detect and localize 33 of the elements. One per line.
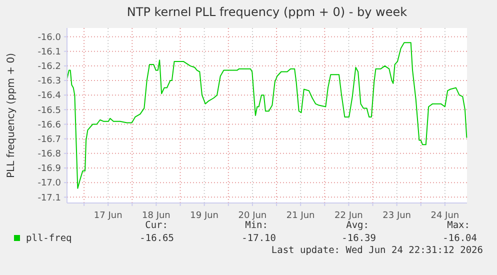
text: -16.39 (342, 233, 376, 244)
y-tick-label: -16.7 (38, 134, 61, 145)
text: Cur: (145, 220, 168, 231)
y-tick-label: -16.2 (38, 62, 61, 72)
x-tick-label: 19 Jun (190, 211, 219, 221)
y-tick-label: -16.3 (38, 76, 61, 87)
text: Max: (447, 220, 470, 231)
y-tick-label: -17.1 (38, 193, 61, 204)
text: Min: (245, 220, 268, 231)
y-tick-label: -16.6 (38, 120, 62, 130)
x-tick-label: 18 Jun (142, 211, 170, 221)
x-tick-label: 21 Jun (286, 211, 315, 221)
y-tick-label: -17.0 (38, 178, 62, 189)
chart-title: NTP kernel PLL frequency (ppm + 0) - by week (126, 5, 408, 19)
y-tick-label: -16.9 (38, 164, 62, 174)
x-tick-label: 17 Jun (94, 211, 122, 221)
text: -17.10 (242, 233, 276, 244)
text: Avg: (346, 220, 369, 231)
text: Last update: Wed Jun 24 22:31:12 2026 (271, 245, 484, 256)
x-tick-label: 20 Jun (238, 211, 267, 221)
y-tick-label: -16.8 (38, 150, 62, 160)
x-tick-label: 22 Jun (334, 211, 363, 221)
text: -16.04 (442, 233, 478, 244)
line-series (66, 42, 468, 189)
y-tick-label: -16.1 (38, 47, 61, 58)
y-tick-label: -16.0 (38, 32, 62, 43)
legend-label: pll-freq (26, 233, 72, 244)
x-tick-label: 24 Jun (430, 211, 460, 221)
text: -16.65 (140, 233, 174, 244)
y-tick-label: -16.5 (38, 106, 61, 116)
y-axis-title: PLL frequency (ppm + 0) (6, 52, 17, 178)
y-tick-label: -16.4 (38, 91, 62, 102)
x-tick-label: 23 Jun (382, 211, 412, 221)
